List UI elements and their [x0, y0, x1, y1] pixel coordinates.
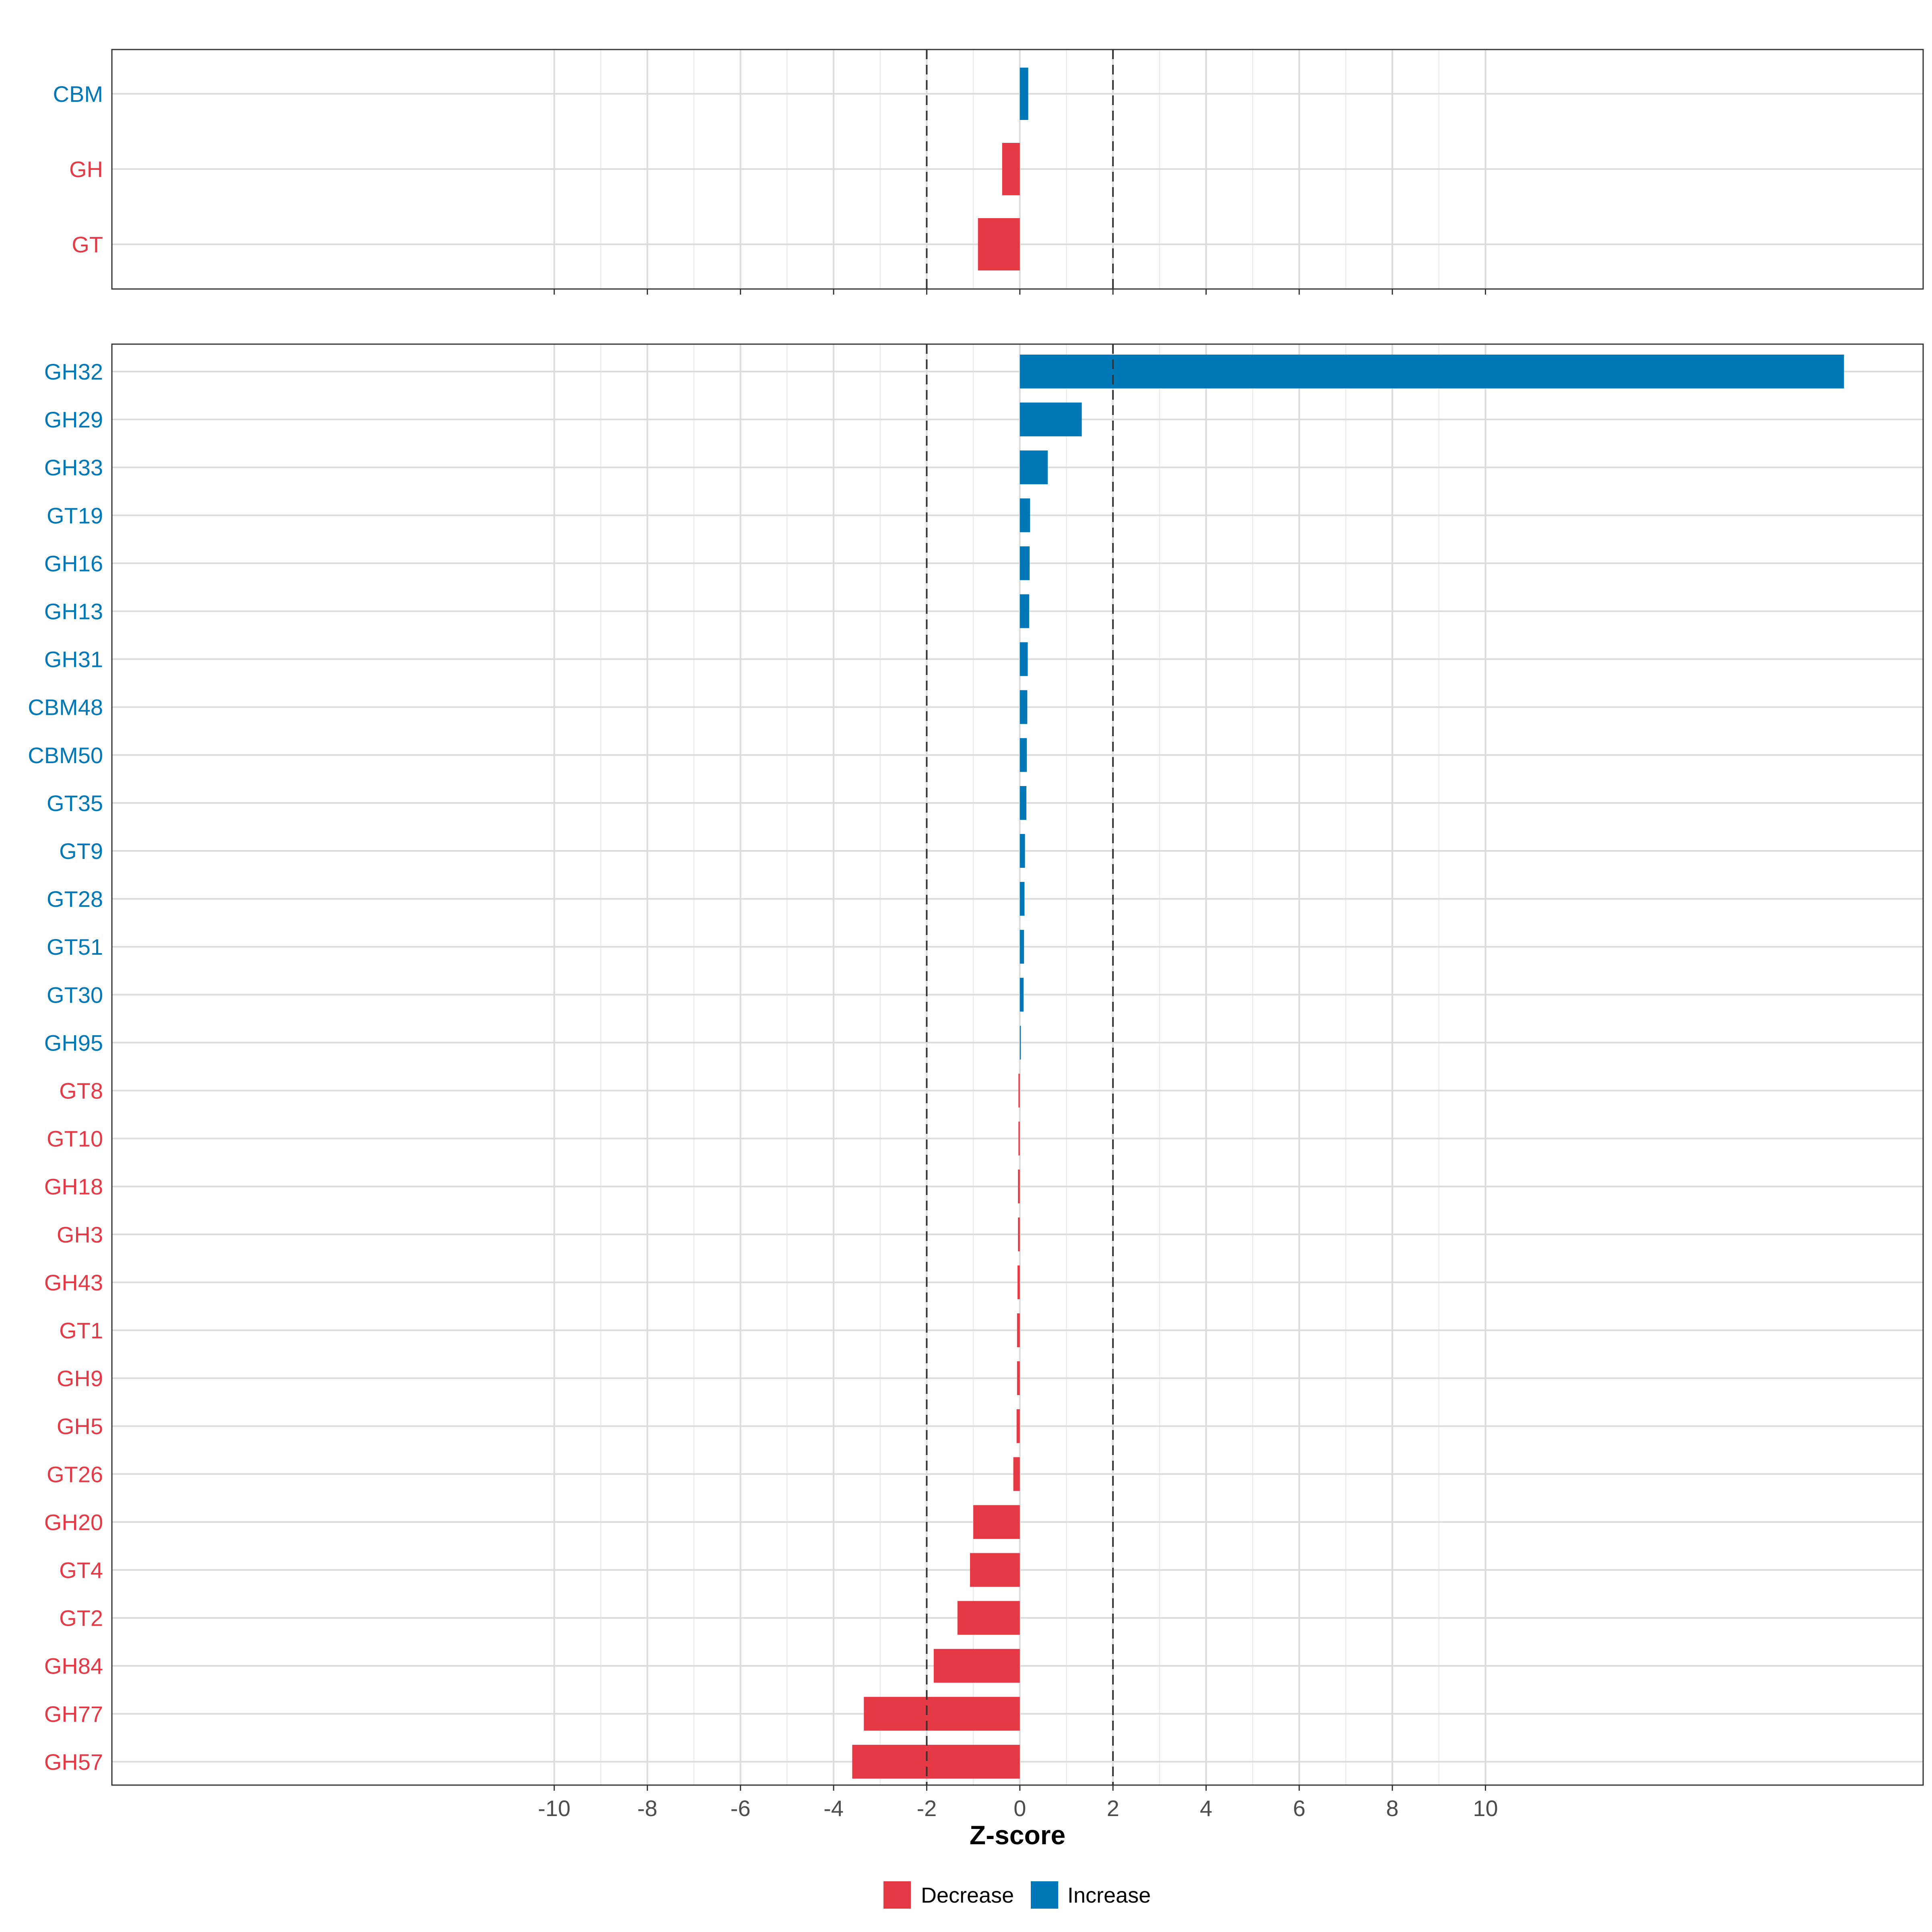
bar-gh77: [864, 1697, 1020, 1731]
category-label: CBM: [53, 81, 103, 107]
category-label: GT9: [59, 838, 103, 864]
bar-gt9: [1020, 834, 1025, 868]
category-label: CBM50: [28, 743, 103, 768]
category-label: GT2: [59, 1606, 103, 1631]
category-label: GH13: [44, 599, 103, 624]
bar-gt51: [1020, 930, 1024, 964]
bar-gh20: [973, 1505, 1020, 1539]
legend: Decrease Increase: [883, 1881, 1151, 1909]
category-label: GH: [69, 157, 103, 182]
category-label: GT30: [47, 982, 103, 1007]
panel-family: CBM GH GT: [53, 49, 1924, 295]
x-tick-label: 6: [1293, 1796, 1305, 1821]
category-label: GT19: [47, 503, 103, 528]
bar-gt28: [1020, 882, 1025, 916]
category-label: GT: [72, 232, 103, 257]
legend-label: Decrease: [921, 1883, 1014, 1907]
category-label: GH5: [57, 1414, 103, 1439]
x-tick-label: -4: [824, 1796, 844, 1821]
bar-gh57: [852, 1744, 1020, 1779]
category-label: GT4: [59, 1558, 103, 1583]
bar-gh18: [1018, 1169, 1020, 1203]
bar-cbm50: [1020, 738, 1027, 772]
panels: CBM GH GT GH32 GH29 GH33 GT19 GH16 GH13 GH31 CBM48…: [28, 49, 1924, 1791]
category-label: GT8: [59, 1078, 103, 1104]
bar-gh33: [1020, 450, 1048, 485]
bar-gt: [978, 218, 1020, 270]
x-axis-title: Z-score: [970, 1820, 1065, 1850]
bar-gh84: [933, 1649, 1020, 1683]
legend-item-increase: Increase: [1031, 1881, 1151, 1909]
legend-label: Increase: [1067, 1883, 1151, 1907]
legend-swatch: [883, 1881, 911, 1909]
x-tick-label: 10: [1473, 1796, 1498, 1821]
x-tick-label: -6: [731, 1796, 751, 1821]
bar-cbm: [1020, 68, 1028, 120]
x-tick-label: 2: [1107, 1796, 1119, 1821]
bar-gh5: [1016, 1409, 1020, 1443]
bar-gt19: [1020, 498, 1030, 533]
x-tick-label: -2: [917, 1796, 937, 1821]
category-label: GH18: [44, 1174, 103, 1199]
category-label: GH9: [57, 1366, 103, 1391]
category-label: GT51: [47, 934, 103, 960]
x-tick-label: 4: [1200, 1796, 1212, 1821]
category-label: GH77: [44, 1701, 103, 1727]
panel-border: [111, 343, 1924, 1786]
category-label: GT1: [59, 1318, 103, 1343]
bar-gh95: [1020, 1026, 1021, 1060]
bar-cbm48: [1020, 690, 1028, 724]
category-label: GH84: [44, 1653, 103, 1679]
category-label: GT28: [47, 886, 103, 912]
bar-gh: [1002, 143, 1020, 195]
x-axis: -10 -8 -6 -4 -2 0 2 4 6 8 10: [538, 1796, 1498, 1821]
x-tick-label: -10: [538, 1796, 571, 1821]
bar-gh29: [1020, 402, 1082, 437]
bar-gt30: [1020, 978, 1024, 1012]
bar-gh13: [1020, 594, 1029, 628]
bar-gt8: [1018, 1073, 1020, 1108]
x-tick-label: 0: [1013, 1796, 1026, 1821]
bar-gh3: [1018, 1217, 1020, 1251]
category-label: CBM48: [28, 695, 103, 720]
category-label: GH57: [44, 1749, 103, 1775]
bar-gt1: [1017, 1313, 1020, 1347]
bar-gh31: [1020, 642, 1028, 676]
bar-gh16: [1020, 546, 1030, 580]
category-label: GH20: [44, 1509, 103, 1535]
x-tick-label: -8: [637, 1796, 657, 1821]
bar-gt10: [1018, 1121, 1020, 1156]
bar-gh32: [1020, 355, 1844, 388]
category-label: GH16: [44, 551, 103, 576]
category-label: GH29: [44, 407, 103, 432]
category-label: GH3: [57, 1222, 103, 1247]
bar-gt4: [970, 1553, 1020, 1587]
bar-gh43: [1018, 1265, 1020, 1299]
category-label: GT26: [47, 1461, 103, 1487]
bar-gt2: [957, 1601, 1020, 1635]
category-label: GH95: [44, 1030, 103, 1055]
bar-gh9: [1017, 1361, 1020, 1395]
panel-border: [111, 49, 1924, 290]
category-label: GH31: [44, 647, 103, 672]
category-label: GH32: [44, 359, 103, 384]
bar-gt26: [1013, 1457, 1020, 1491]
panel-subfamily: GH32 GH29 GH33 GT19 GH16 GH13 GH31 CBM48 CBM50 GT…: [28, 343, 1924, 1791]
category-label: GH33: [44, 455, 103, 480]
x-tick-label: 8: [1386, 1796, 1399, 1821]
category-label: GT35: [47, 791, 103, 816]
legend-swatch: [1031, 1881, 1058, 1909]
legend-item-decrease: Decrease: [883, 1881, 1014, 1909]
bar-gt35: [1020, 786, 1026, 820]
category-label: GT10: [47, 1126, 103, 1152]
category-label: GH43: [44, 1270, 103, 1295]
